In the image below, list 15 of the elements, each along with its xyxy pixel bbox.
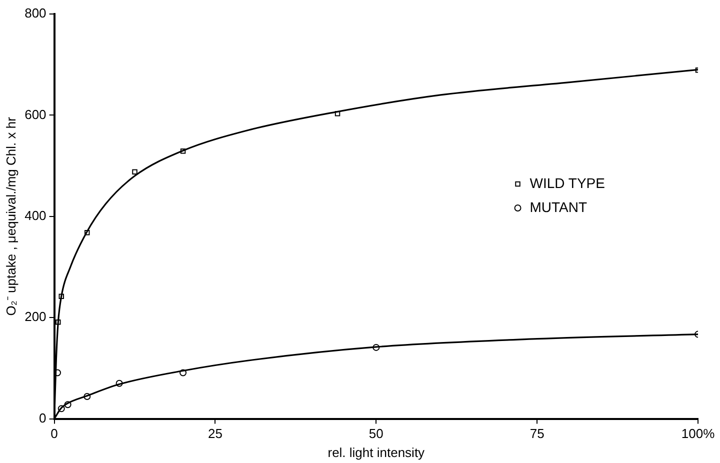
point: [132, 169, 138, 174]
x-tick-label: 100%: [681, 426, 716, 442]
x-tick-label: 0: [50, 426, 58, 442]
y-tick-label: 600: [24, 106, 46, 122]
legend-label: MUTANT: [530, 198, 588, 215]
y-tick-label: 0: [39, 410, 46, 426]
y-axis-title: O₂⁻ uptake , μequival./mg Chl. x hr: [3, 116, 18, 316]
x-tick-label: 75: [530, 426, 544, 442]
y-tick-label: 800: [24, 6, 46, 21]
legend-label: WILD TYPE: [530, 174, 605, 191]
y-tick-label: 400: [24, 208, 46, 223]
x-axis-title: rel. light intensity: [328, 444, 426, 460]
x-tick-label: 50: [368, 426, 384, 442]
y-tick-label: 200: [24, 309, 46, 324]
x-tick-label: 25: [208, 426, 222, 442]
